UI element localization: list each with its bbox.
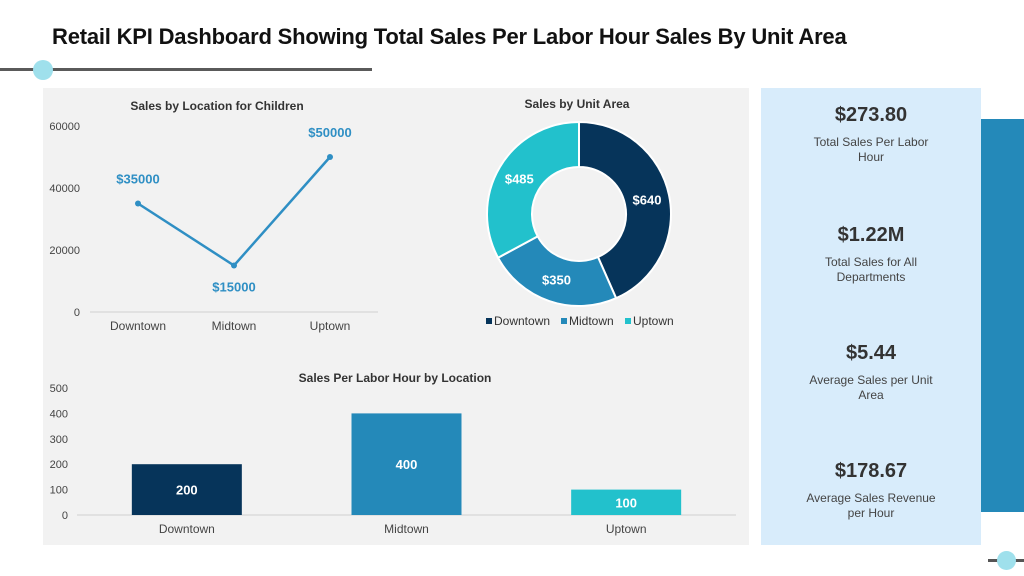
legend-entry: Uptown: [633, 314, 674, 328]
kpi-label: Average Sales Revenue per Hour: [806, 491, 936, 520]
kpi-value: $1.22M: [837, 224, 905, 246]
corner-accent-dot: [997, 551, 1016, 570]
line-y-tick: 40000: [49, 183, 80, 195]
kpi-label: Average Sales per Unit Area: [809, 373, 933, 402]
kpi-sidebar: $273.80 Total Sales Per Labor Hour $1.22…: [761, 88, 981, 545]
donut-slice: [496, 234, 618, 307]
donut-chart-title: Sales by Unit Area: [525, 97, 630, 111]
line-point: [327, 154, 333, 160]
line-data-label: $15000: [212, 280, 255, 295]
bar-data-label: 100: [615, 495, 637, 510]
line-data-label: $50000: [308, 125, 351, 140]
bar-y-tick: 100: [50, 485, 68, 497]
bar-x-tick: Uptown: [606, 522, 647, 536]
line-y-tick: 0: [74, 307, 80, 319]
bar-y-tick: 200: [50, 459, 68, 471]
bar-y-tick: 400: [50, 408, 68, 420]
donut-slice: [578, 120, 672, 300]
line-data-label: $35000: [116, 172, 159, 187]
bar-y-tick: 0: [62, 510, 68, 522]
bar: [131, 464, 242, 515]
kpi-average-sales-per-unit-area: $5.44 Average Sales per Unit Area: [761, 342, 981, 403]
line-point: [135, 200, 141, 207]
donut-data-label: $485: [505, 171, 534, 186]
bar-x-tick: Downtown: [159, 522, 215, 536]
line-y-tick: 20000: [49, 245, 80, 257]
line-x-tick: Downtown: [110, 319, 166, 333]
bar-y-tick: 500: [50, 383, 68, 395]
legend-swatch: [561, 318, 567, 324]
kpi-value: $273.80: [834, 104, 908, 126]
bar-data-label: 400: [396, 457, 418, 472]
title-underline: [0, 68, 372, 71]
bar-data-label: 200: [176, 483, 198, 498]
line-x-tick: Uptown: [310, 319, 351, 333]
kpi-label: Total Sales Per Labor Hour: [813, 135, 929, 164]
kpi-value: $5.44: [845, 342, 897, 364]
bar: [571, 489, 682, 515]
line-chart-title: Sales by Location for Children: [130, 99, 303, 113]
kpi-label: Total Sales for All Departments: [824, 255, 918, 284]
legend-entry: Midtown: [569, 314, 614, 328]
kpi-average-sales-revenue-per-hour: $178.67 Average Sales Revenue per Hour: [761, 460, 981, 521]
donut-data-label: $640: [633, 193, 662, 208]
title-accent-dot: [33, 60, 53, 80]
kpi-total-sales-per-labor-hour: $273.80 Total Sales Per Labor Hour: [761, 104, 981, 165]
kpi-value: $178.67: [834, 460, 908, 482]
page-title: Retail KPI Dashboard Showing Total Sales…: [52, 24, 847, 49]
legend-swatch: [486, 318, 492, 324]
bar-x-tick: Midtown: [384, 522, 429, 536]
kpi-total-sales-all-departments: $1.22M Total Sales for All Departments: [761, 224, 981, 285]
line-x-tick: Midtown: [212, 319, 257, 333]
legend-entry: Downtown: [494, 314, 550, 328]
side-accent-bar: [981, 119, 1024, 512]
bar: [351, 413, 462, 515]
line-point: [231, 262, 237, 269]
donut-data-label: $350: [542, 273, 571, 288]
line-y-tick: 60000: [49, 121, 80, 133]
legend-swatch: [625, 318, 631, 324]
bar-chart-title: Sales Per Labor Hour by Location: [299, 371, 492, 385]
bar-y-tick: 300: [50, 434, 68, 446]
donut-slice: [486, 120, 580, 260]
